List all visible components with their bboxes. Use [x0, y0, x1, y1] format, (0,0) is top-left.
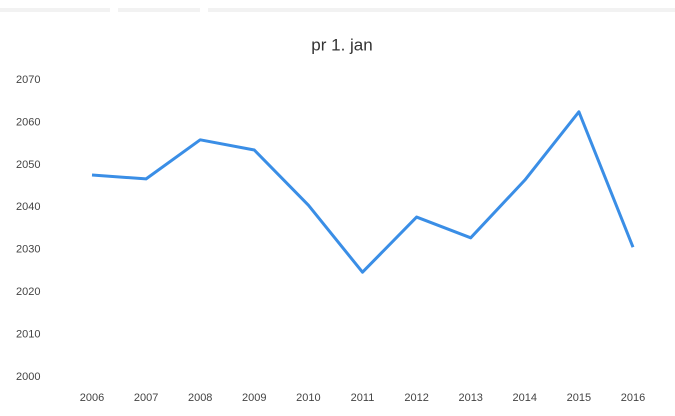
y-tick-label: 2010	[16, 328, 40, 340]
x-tick-label: 2009	[242, 392, 266, 404]
x-tick-label: 2012	[404, 392, 428, 404]
tab-strip	[208, 8, 675, 12]
x-tick-label: 2014	[513, 392, 537, 404]
data-line	[91, 110, 635, 274]
y-tick-label: 2020	[16, 286, 40, 298]
y-tick-label: 2040	[16, 201, 40, 213]
y-tick-label: 2000	[16, 371, 40, 383]
y-tick-label: 2060	[16, 116, 40, 128]
x-tick-label: 2016	[621, 392, 645, 404]
chart-title: pr 1. jan	[311, 35, 372, 54]
y-tick-label: 2070	[16, 74, 40, 86]
y-tick-label: 2030	[16, 244, 40, 256]
y-tick-label: 2050	[16, 159, 40, 171]
x-tick-label: 2011	[351, 392, 375, 404]
tab-strip	[118, 8, 200, 12]
x-tick-label: 2013	[458, 392, 482, 404]
x-tick-label: 2008	[188, 392, 212, 404]
x-tick-label: 2010	[296, 392, 320, 404]
tab-strip	[0, 8, 110, 12]
x-tick-label: 2015	[567, 392, 591, 404]
x-tick-label: 2007	[134, 392, 158, 404]
x-tick-label: 2006	[80, 392, 104, 404]
